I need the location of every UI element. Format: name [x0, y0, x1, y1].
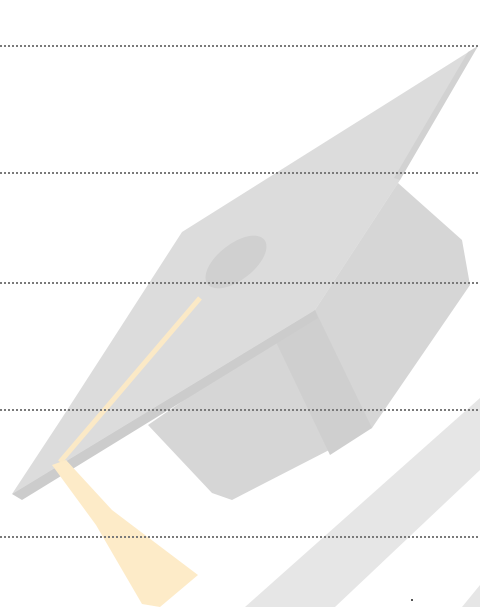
notepad-background: [0, 0, 480, 607]
watermark: [12, 46, 480, 607]
tassel: [52, 460, 198, 607]
diagonal-stripe: [462, 585, 480, 607]
speck: [411, 599, 413, 601]
page: [0, 0, 480, 607]
